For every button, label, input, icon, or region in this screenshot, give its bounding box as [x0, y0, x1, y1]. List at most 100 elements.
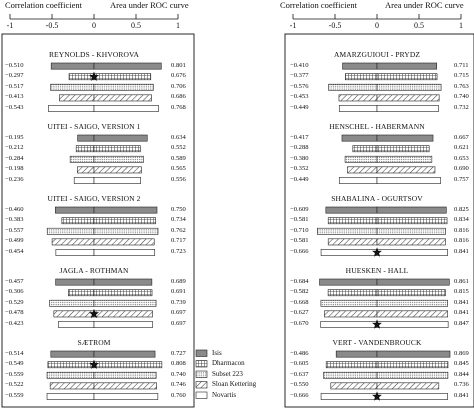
correlation-value: −0.417	[290, 133, 309, 141]
correlation-value: −0.637	[290, 370, 309, 378]
auc-bar	[376, 321, 449, 328]
correlation-value: −0.449	[290, 175, 309, 183]
correlation-value: −0.549	[5, 360, 24, 368]
auc-value: 0.556	[171, 175, 186, 183]
auc-value: 0.845	[454, 360, 469, 368]
legend-label: Dharmacon	[212, 359, 245, 367]
column-frame	[1, 33, 195, 408]
correlation-value: −0.377	[290, 72, 309, 80]
correlation-bar	[61, 217, 95, 225]
auc-value: 0.686	[171, 93, 186, 101]
auc-value: 0.825	[454, 205, 469, 213]
correlation-value: −0.627	[290, 309, 309, 317]
auc-value: 0.734	[171, 216, 186, 224]
auc-value: 0.763	[454, 82, 469, 90]
panel-title: VERT - VANDENBROUCK	[332, 338, 422, 347]
star-icon	[89, 308, 99, 319]
correlation-bar	[48, 105, 95, 112]
panel-title: HENSCHEL - HABERMANN	[329, 122, 425, 131]
auc-bar	[376, 94, 440, 102]
auc-bar	[376, 361, 449, 369]
auc-value: 0.762	[171, 226, 186, 234]
correlation-value: −0.543	[5, 103, 24, 111]
auc-value: 0.697	[171, 309, 186, 317]
auc-value: 0.740	[171, 370, 186, 378]
correlation-value: −0.550	[290, 381, 309, 389]
auc-bar	[376, 105, 439, 112]
auc-bar	[93, 249, 156, 256]
correlation-bar	[50, 83, 95, 91]
auc-bar	[93, 382, 157, 390]
auc-bar	[376, 62, 438, 70]
auc-value: 0.732	[454, 103, 469, 111]
correlation-value: −0.352	[290, 165, 309, 173]
auc-value: 0.869	[454, 349, 469, 357]
auc-bar	[376, 393, 448, 400]
auc-bar	[93, 350, 156, 358]
correlation-bar	[341, 134, 378, 142]
auc-bar	[376, 299, 448, 307]
panel-3	[49, 278, 157, 328]
correlation-bar	[352, 145, 378, 153]
auc-bar	[93, 177, 142, 184]
auc-value: 0.768	[171, 103, 186, 111]
correlation-value: −0.559	[5, 370, 24, 378]
correlation-value: −0.288	[290, 144, 309, 152]
correlation-bar	[73, 177, 95, 184]
correlation-value: −0.557	[5, 226, 24, 234]
axis-tick-label: 0.5	[414, 21, 424, 30]
auc-value: 0.861	[454, 277, 469, 285]
panel-title: UITEI - SAIGO, VERSION 1	[47, 122, 141, 131]
correlation-value: −0.559	[5, 391, 24, 399]
correlation-value: −0.297	[5, 72, 24, 80]
auc-bar	[376, 310, 448, 318]
star-icon	[89, 359, 99, 369]
auc-value: 0.841	[454, 309, 469, 317]
auc-bar	[376, 217, 448, 225]
legend-label: Sloan Kettering	[212, 380, 257, 388]
correlation-bar	[49, 382, 95, 390]
correlation-bar	[319, 278, 378, 286]
panel-8	[319, 278, 450, 329]
auc-bar	[376, 227, 446, 235]
panel-7	[317, 206, 448, 257]
auc-value: 0.621	[454, 144, 469, 152]
legend-swatch	[195, 349, 208, 357]
correlation-value: −0.380	[290, 154, 309, 162]
axis-tick-label: 0	[375, 21, 379, 30]
auc-value: 0.706	[171, 82, 186, 90]
left-axis-title-right-column: Correlation coefficient	[280, 0, 358, 10]
correlation-bar	[75, 145, 95, 153]
correlation-bar	[47, 361, 95, 369]
auc-bar	[376, 382, 440, 390]
auc-bar	[376, 155, 433, 163]
auc-value: 0.676	[171, 72, 186, 80]
correlation-value: −0.449	[290, 103, 309, 111]
auc-value: 0.847	[454, 319, 469, 327]
correlation-bar	[53, 310, 95, 318]
auc-bar	[376, 134, 434, 142]
legend-label: Subset 223	[212, 369, 243, 378]
auc-value: 0.801	[171, 61, 186, 69]
correlation-bar	[327, 217, 378, 225]
correlation-bar	[51, 238, 95, 246]
auc-bar	[93, 73, 152, 81]
auc-value: 0.750	[171, 205, 186, 213]
auc-value: 0.634	[171, 133, 186, 141]
correlation-value: −0.410	[290, 61, 309, 69]
correlation-bar	[55, 249, 95, 256]
correlation-bar	[342, 62, 378, 70]
auc-value: 0.740	[454, 93, 469, 101]
correlation-bar	[46, 393, 95, 400]
correlation-bar	[328, 83, 378, 91]
correlation-value: −0.453	[290, 93, 309, 101]
panel-title: JAGLA - ROTHMAN	[59, 266, 129, 275]
correlation-value: −0.413	[5, 93, 24, 101]
auc-bar	[376, 278, 450, 286]
correlation-value: −0.710	[290, 226, 309, 234]
correlation-value: −0.478	[5, 309, 24, 317]
correlation-bar	[330, 382, 378, 390]
correlation-bar	[320, 299, 378, 307]
correlation-bar	[320, 321, 378, 328]
